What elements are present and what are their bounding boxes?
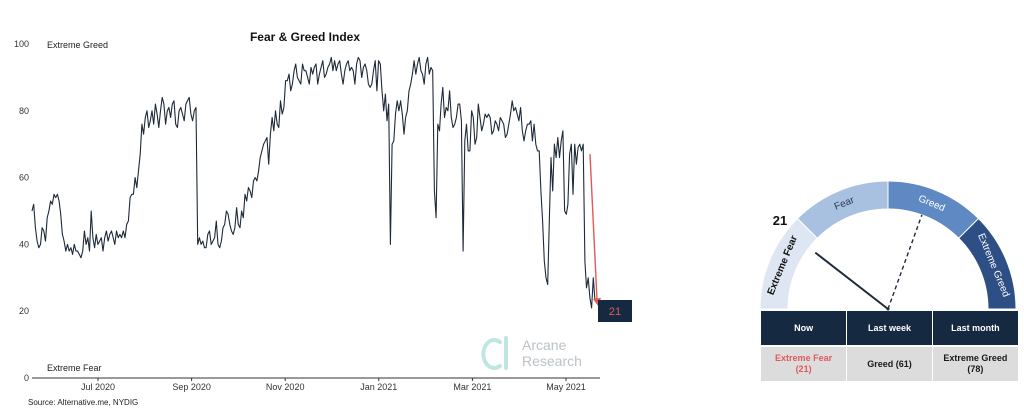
cell-last-week-label: Greed — [867, 358, 894, 369]
x-tick-label: May 2021 — [546, 382, 586, 392]
cell-last-week-value: (61) — [895, 358, 912, 369]
y-tick-label: 80 — [19, 106, 29, 116]
y-tick-label: 60 — [19, 173, 29, 183]
fear-greed-line-chart: Fear & Greed Index 0 20 40 60 80 100 Jul 2020… — [14, 30, 632, 407]
gauge-band — [958, 217, 1017, 310]
table-row: Extreme Fear (21) Greed (61) Extreme Gre… — [761, 345, 1018, 381]
x-tick-label: Sep 2020 — [172, 382, 211, 392]
comparison-table: Now Last week Last month Extreme Fear (2… — [761, 311, 1018, 381]
table-header-row: Now Last week Last month — [761, 311, 1018, 346]
cell-now-label: Extreme Fear — [775, 353, 833, 363]
header-last-month: Last month — [932, 311, 1018, 346]
y-tick-label: 40 — [19, 239, 29, 249]
x-axis: Jul 2020 Sep 2020 Nov 2020 Jan 2021 Mar 2021… — [81, 378, 586, 392]
header-last-week: Last week — [846, 311, 933, 346]
x-tick-label: Nov 2020 — [266, 382, 305, 392]
drop-arrow — [589, 154, 601, 306]
source-note: Source: Alternative.me, NYDIG — [28, 398, 138, 407]
x-tick-label: Jul 2020 — [81, 382, 115, 392]
header-now: Now — [761, 311, 848, 346]
last-week-needle — [887, 214, 923, 310]
cell-last-month-label: Extreme Greed — [943, 353, 1008, 363]
callout-value: 21 — [609, 306, 621, 318]
cell-now: Extreme Fear (21) — [761, 345, 848, 381]
y-tick-label: 100 — [14, 39, 29, 49]
cell-last-month: Extreme Greed (78) — [932, 345, 1018, 381]
watermark-line2: Research — [522, 353, 582, 369]
series-line — [31, 56, 596, 309]
extreme-greed-label: Extreme Greed — [47, 40, 108, 50]
drop-arrow-head — [593, 297, 601, 306]
callout-box — [598, 300, 632, 322]
y-axis: 0 20 40 60 80 100 — [14, 39, 29, 383]
arcane-logo-icon — [481, 336, 508, 370]
current-needle — [814, 251, 889, 310]
watermark-line1: Arcane — [522, 337, 567, 353]
y-tick-label: 0 — [24, 373, 29, 383]
cell-last-month-value: (78) — [967, 364, 984, 374]
x-tick-label: Jan 2021 — [360, 382, 397, 392]
extreme-fear-label: Extreme Fear — [47, 363, 102, 373]
watermark: Arcane Research — [481, 336, 582, 370]
x-tick-label: Mar 2021 — [453, 382, 491, 392]
y-tick-label: 20 — [19, 306, 29, 316]
cell-last-week: Greed (61) — [846, 345, 933, 381]
gauge-value: 21 — [773, 213, 787, 228]
drop-arrow-line — [589, 154, 598, 300]
chart-title: Fear & Greed Index — [250, 30, 360, 44]
cell-now-value: (21) — [795, 364, 812, 374]
